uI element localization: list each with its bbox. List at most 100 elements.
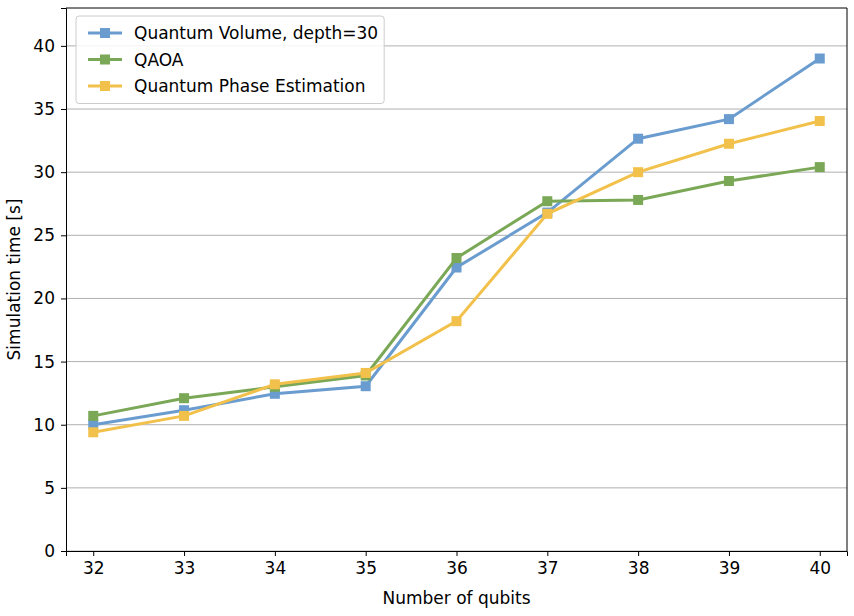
legend-marker xyxy=(100,81,110,91)
y-axis: 0 5 10 15 20 25 30 35 40 xyxy=(33,9,66,561)
grid-line xyxy=(66,424,847,425)
plot: 32 33 34 35 36 37 38 39 40 0 5 10 15 20 25 30 35 40 Quantu… xyxy=(33,8,847,578)
x-tick-label: 36 xyxy=(446,558,468,578)
series-marker xyxy=(815,162,825,172)
y-axis-title: Simulation time [s] xyxy=(4,199,24,361)
x-tick-label: 32 xyxy=(83,558,105,578)
grid-line xyxy=(66,172,847,173)
x-tick-mark xyxy=(638,551,639,556)
legend-box xyxy=(76,16,384,104)
y-tick-mark xyxy=(61,298,66,299)
x-tick: 40 xyxy=(809,551,831,578)
x-tick-label: 34 xyxy=(265,558,287,578)
series-marker xyxy=(452,253,462,263)
series-marker xyxy=(542,196,552,206)
series-marker xyxy=(361,368,371,378)
series-marker xyxy=(724,139,734,149)
legend-label: QAOA xyxy=(134,50,184,70)
x-tick: 35 xyxy=(355,551,377,578)
x-tick-mark xyxy=(457,551,458,556)
x-tick: 33 xyxy=(174,551,196,578)
x-axis: 32 33 34 35 36 37 38 39 40 xyxy=(67,551,848,578)
legend-label: Quantum Volume, depth=30 xyxy=(134,23,378,43)
y-tick: 15 xyxy=(33,352,66,372)
x-tick-label: 37 xyxy=(537,558,559,578)
series-marker xyxy=(179,393,189,403)
y-tick-label: 0 xyxy=(44,541,55,561)
x-tick-mark xyxy=(820,551,821,556)
chart: 32 33 34 35 36 37 38 39 40 0 5 10 15 20 25 30 35 40 Quantu… xyxy=(0,0,854,616)
series-marker xyxy=(270,379,280,389)
y-tick: 20 xyxy=(33,288,66,308)
legend-item: Quantum Phase Estimation xyxy=(88,76,365,96)
y-tick-label: 10 xyxy=(33,415,55,435)
y-tick-mark xyxy=(61,172,66,173)
y-tick-mark xyxy=(61,488,66,489)
y-tick-mark xyxy=(61,425,66,426)
x-tick-mark xyxy=(366,551,367,556)
y-tick-label: 35 xyxy=(33,99,55,119)
series-marker xyxy=(179,411,189,421)
series-marker xyxy=(361,381,371,391)
x-axis-title: Number of qubits xyxy=(382,588,530,608)
y-tick-label: 40 xyxy=(33,36,55,56)
y-tick-label: 30 xyxy=(33,162,55,182)
y-tick-label: 20 xyxy=(33,288,55,308)
grid xyxy=(66,46,847,551)
x-tick-label: 38 xyxy=(628,558,650,578)
x-tick: 37 xyxy=(537,551,559,578)
x-tick: 36 xyxy=(446,551,468,578)
x-tick-label: 33 xyxy=(174,558,196,578)
y-tick: 35 xyxy=(33,99,66,119)
y-tick: 10 xyxy=(33,415,66,435)
series-line xyxy=(93,59,820,425)
y-tick-mark xyxy=(61,235,66,236)
y-tick-label: 15 xyxy=(33,352,55,372)
grid-line xyxy=(66,298,847,299)
legend-marker xyxy=(100,28,110,38)
x-tick-mark xyxy=(729,551,730,556)
series-marker xyxy=(542,209,552,219)
y-tick-mark xyxy=(61,46,66,47)
y-tick-mark xyxy=(61,109,66,110)
x-tick-mark xyxy=(275,551,276,556)
frame-right xyxy=(847,8,848,551)
x-tick-mark xyxy=(547,551,548,556)
grid-line xyxy=(66,361,847,362)
x-tick-label: 39 xyxy=(719,558,741,578)
x-axis-line xyxy=(67,552,848,557)
y-tick-mark xyxy=(61,551,66,552)
x-tick: 38 xyxy=(628,551,650,578)
series-marker xyxy=(633,167,643,177)
y-tick: 40 xyxy=(33,36,66,56)
grid-line xyxy=(66,235,847,236)
grid-line xyxy=(66,109,847,110)
data-area xyxy=(88,54,825,438)
frame-top xyxy=(66,8,847,9)
y-tick-label: 5 xyxy=(44,478,55,498)
x-tick-label: 35 xyxy=(355,558,377,578)
legend-item: Quantum Volume, depth=30 xyxy=(88,23,378,43)
series-line xyxy=(93,167,820,416)
y-tick: 0 xyxy=(44,541,66,561)
series-marker xyxy=(633,134,643,144)
x-tick-mark xyxy=(184,551,185,556)
x-tick: 32 xyxy=(83,551,105,578)
legend-label: Quantum Phase Estimation xyxy=(134,76,365,96)
x-tick-label: 40 xyxy=(809,558,831,578)
series-marker xyxy=(88,411,98,421)
series-marker xyxy=(724,176,734,186)
x-tick: 34 xyxy=(265,551,287,578)
y-tick-label: 25 xyxy=(33,225,55,245)
x-tick: 39 xyxy=(719,551,741,578)
legend-item: QAOA xyxy=(88,50,184,70)
series-marker xyxy=(724,114,734,124)
series-marker xyxy=(88,427,98,437)
series-marker xyxy=(815,116,825,126)
series-marker xyxy=(452,316,462,326)
series-line xyxy=(93,121,820,432)
x-tick-mark xyxy=(93,551,94,556)
y-tick-mark xyxy=(61,362,66,363)
grid-line xyxy=(66,487,847,488)
series-marker xyxy=(815,54,825,64)
